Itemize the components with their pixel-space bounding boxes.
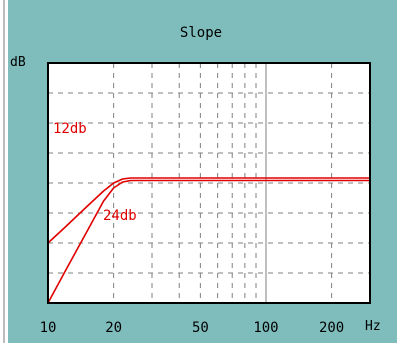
slope-chart-panel: Slope dB Hz 10 20 50 100 200 12db 24db [8,0,397,343]
annotation-12db: 12db [53,121,87,137]
x-tick-10: 10 [40,320,57,336]
series-group [47,177,370,304]
grid [48,63,370,303]
x-tick-200: 200 [319,320,344,336]
plot-border [47,62,371,304]
x-axis-label: Hz [365,319,381,334]
y-axis-label: dB [10,55,26,70]
x-tick-50: 50 [192,320,209,336]
x-tick-20: 20 [105,320,122,336]
x-tick-labels: 10 20 50 100 200 [40,320,345,336]
slope-chart: Slope dB Hz 10 20 50 100 200 12db 24db [10,25,381,336]
x-tick-100: 100 [253,320,278,336]
chart-title: Slope [180,25,222,41]
series-line-24db [47,179,370,304]
left-divider [0,0,8,343]
annotation-24db: 24db [103,208,137,224]
series-line-12db [47,177,370,244]
